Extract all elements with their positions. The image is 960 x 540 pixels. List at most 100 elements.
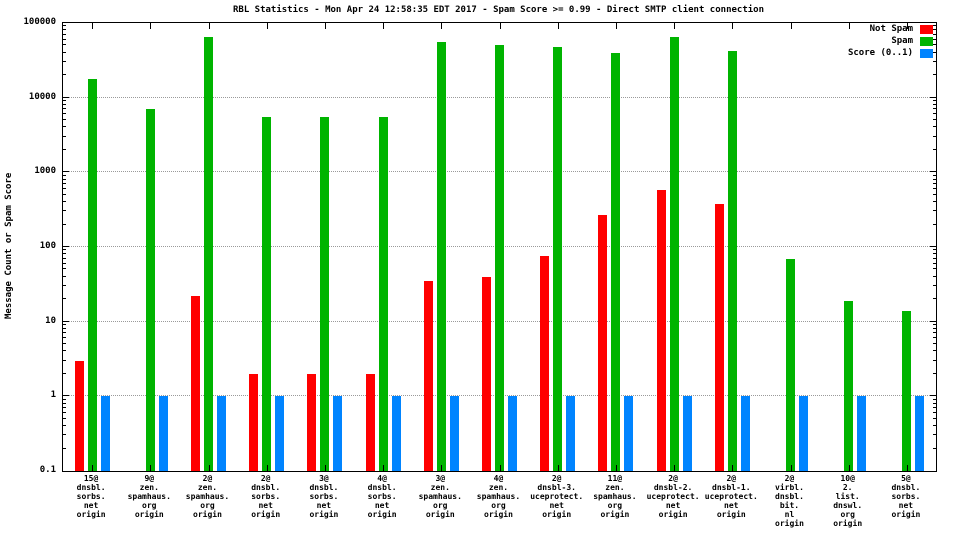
legend-label: Score (0..1) bbox=[847, 48, 913, 58]
y-minor-tick bbox=[933, 402, 936, 404]
y-minor-tick bbox=[63, 25, 66, 27]
x-category-label-line: origin bbox=[833, 519, 863, 528]
y-minor-tick bbox=[933, 148, 936, 150]
x-category-label-line: 3@ bbox=[319, 474, 329, 483]
x-tick-mark bbox=[906, 23, 908, 29]
bar-score-0-1-6 bbox=[449, 396, 459, 471]
x-category-label-line: dnswl. bbox=[833, 501, 863, 510]
y-minor-tick bbox=[933, 61, 936, 63]
legend-swatch bbox=[920, 48, 933, 58]
x-category-label-line: org bbox=[840, 510, 855, 519]
y-minor-tick bbox=[63, 411, 66, 413]
bar-spam-14 bbox=[902, 310, 912, 471]
y-minor-tick bbox=[933, 108, 936, 110]
x-category-label: 2@ dnsbl-2. uceprotect. net origin bbox=[644, 474, 702, 519]
x-category-label-line: net bbox=[374, 501, 390, 510]
x-category-label-line: spamhaus. bbox=[185, 492, 230, 501]
y-minor-tick bbox=[933, 113, 936, 115]
y-minor-tick bbox=[933, 332, 936, 334]
x-category-label-line: dnsbl. bbox=[775, 492, 804, 501]
bar-spam-8 bbox=[553, 46, 563, 471]
x-category-label-line: spamhaus. bbox=[127, 492, 171, 501]
x-category-label-line: sorbs. bbox=[367, 492, 397, 501]
legend-item: Spam bbox=[891, 36, 933, 46]
legend-item: Not Spam bbox=[870, 24, 933, 34]
x-category-label-line: sorbs. bbox=[309, 492, 339, 501]
y-minor-tick bbox=[933, 262, 936, 264]
x-tick-mark bbox=[732, 23, 734, 29]
y-minor-tick bbox=[63, 223, 66, 225]
x-category-label-line: sorbs. bbox=[891, 492, 921, 501]
bar-not-spam-0 bbox=[74, 360, 84, 471]
y-minor-tick bbox=[933, 51, 936, 53]
x-category-label-line: dnsbl. bbox=[891, 483, 921, 492]
x-category-label-line: org bbox=[200, 501, 215, 510]
x-category-label-line: 2@ bbox=[726, 474, 737, 483]
x-tick-mark bbox=[383, 465, 385, 471]
y-minor-tick bbox=[63, 332, 66, 334]
x-category-label: 2@ virbl. dnsbl. bit. nl origin bbox=[760, 474, 818, 528]
x-category-label: 3@ dnsbl. sorbs. net origin bbox=[295, 474, 353, 519]
y-minor-tick bbox=[63, 174, 66, 176]
y-minor-tick bbox=[933, 434, 936, 436]
bar-score-0-1-0 bbox=[100, 396, 110, 471]
x-category-label-line: bit. bbox=[779, 501, 800, 510]
x-category-label-line: origin bbox=[716, 510, 746, 519]
y-tick-mark bbox=[930, 320, 936, 322]
bar-spam-5 bbox=[378, 117, 388, 471]
x-category-label-line: sorbs. bbox=[76, 492, 106, 501]
x-category-label-line: dnsbl. bbox=[76, 483, 106, 492]
x-category-label: 2@ dnsbl. sorbs. net origin bbox=[237, 474, 295, 519]
x-category-label: 3@ zen. spamhaus. org origin bbox=[411, 474, 469, 519]
y-minor-tick bbox=[63, 327, 66, 329]
y-tick-mark bbox=[930, 246, 936, 247]
y-minor-tick bbox=[63, 350, 66, 352]
y-minor-tick bbox=[933, 268, 936, 270]
y-minor-tick bbox=[63, 337, 66, 339]
y-minor-tick bbox=[933, 327, 936, 329]
x-category-label: 2@ dnsbl-1. uceprotect. net origin bbox=[702, 474, 760, 519]
legend-swatch bbox=[920, 36, 933, 46]
y-minor-tick bbox=[63, 187, 66, 189]
bar-spam-1 bbox=[145, 109, 155, 471]
x-category-label-line: origin bbox=[542, 510, 572, 519]
x-category-label: 9@ zen. spamhaus. org origin bbox=[120, 474, 178, 519]
y-minor-tick bbox=[933, 223, 936, 225]
bar-spam-12 bbox=[786, 258, 795, 471]
y-minor-tick bbox=[63, 103, 66, 105]
y-minor-tick bbox=[933, 38, 936, 40]
x-category-label-line: 10@ bbox=[840, 474, 855, 483]
y-tick-label: 1000 bbox=[34, 166, 56, 177]
y-minor-tick bbox=[63, 100, 66, 102]
x-category-label-line: net bbox=[665, 501, 681, 510]
y-minor-tick bbox=[63, 253, 66, 255]
bar-score-0-1-8 bbox=[566, 396, 576, 471]
x-tick-mark bbox=[150, 465, 152, 471]
x-category-label-line: origin bbox=[600, 510, 630, 519]
bar-spam-4 bbox=[320, 117, 330, 471]
y-minor-tick bbox=[933, 174, 936, 176]
chart-title: RBL Statistics - Mon Apr 24 12:58:35 EDT… bbox=[232, 5, 764, 15]
x-tick-mark bbox=[557, 465, 559, 471]
bar-score-0-1-12 bbox=[799, 396, 808, 471]
x-tick-mark bbox=[266, 465, 268, 471]
y-minor-tick bbox=[63, 135, 66, 137]
y-minor-tick bbox=[63, 425, 66, 427]
legend-label: Not Spam bbox=[869, 24, 913, 34]
x-tick-mark bbox=[906, 465, 908, 471]
x-tick-mark bbox=[208, 465, 210, 471]
x-category-label-line: sorbs. bbox=[251, 492, 281, 501]
bar-score-0-1-14 bbox=[915, 396, 925, 471]
bar-not-spam-11 bbox=[714, 203, 724, 471]
bar-score-0-1-1 bbox=[158, 396, 168, 471]
y-minor-tick bbox=[63, 44, 66, 46]
y-minor-tick bbox=[63, 402, 66, 404]
bar-score-0-1-9 bbox=[624, 396, 634, 471]
x-category-label: 2@ dnsbl-3. uceprotect. net origin bbox=[528, 474, 586, 519]
y-minor-tick bbox=[933, 298, 936, 300]
x-tick-mark bbox=[208, 23, 210, 29]
x-category-label: 11@ zen. spamhaus. org origin bbox=[586, 474, 644, 519]
x-tick-mark bbox=[732, 465, 734, 471]
bar-score-0-1-5 bbox=[391, 396, 401, 471]
